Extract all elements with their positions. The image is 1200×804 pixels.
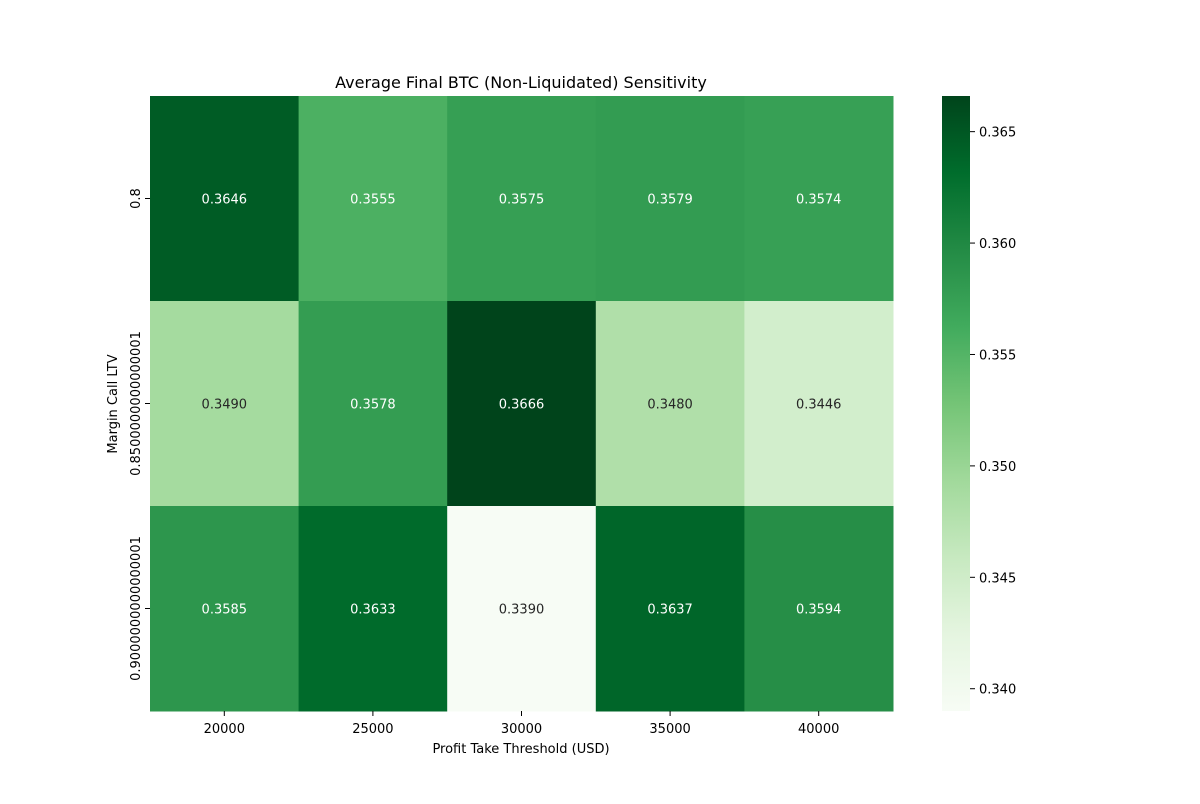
- heatmap-cell: [447, 301, 597, 507]
- heatmap-cell: [595, 96, 745, 302]
- cell-value-label: 0.3637: [647, 603, 693, 618]
- colorbar: 0.340 0.345 0.350 0.355 0.360 0.365: [942, 96, 1016, 711]
- colorbar-tick-label: 0.365: [979, 126, 1016, 141]
- heatmap-cell: [744, 506, 894, 712]
- colorbar-tick-label: 0.345: [979, 571, 1016, 586]
- cell-value-label: 0.3579: [647, 193, 693, 208]
- heatmap-cells: [150, 96, 894, 712]
- cell-value-label: 0.3633: [350, 603, 396, 618]
- cell-value-label: 0.3574: [796, 193, 842, 208]
- heatmap-cell: [150, 96, 300, 302]
- cell-value-labels: 0.3646 0.3555 0.3575 0.3579 0.3574 0.3490 0.35…: [202, 193, 842, 618]
- colorbar-tick-label: 0.360: [979, 237, 1016, 252]
- heatmap-cell: [447, 506, 597, 712]
- cell-value-label: 0.3646: [202, 193, 248, 208]
- y-axis-label: Margin Call LTV: [106, 354, 121, 453]
- cell-value-label: 0.3575: [499, 193, 545, 208]
- colorbar-tick-label: 0.355: [979, 348, 1016, 363]
- x-axis: 20000 25000 30000 35000 40000: [204, 711, 839, 737]
- colorbar-tick-label: 0.350: [979, 460, 1016, 475]
- cell-value-label: 0.3585: [202, 603, 248, 618]
- cell-value-label: 0.3446: [796, 398, 842, 413]
- heatmap-cell: [744, 96, 894, 302]
- cell-value-label: 0.3666: [499, 398, 545, 413]
- heatmap-cell: [298, 301, 448, 507]
- y-tick-label: 0.8500000000000001: [129, 331, 144, 476]
- heatmap-cell: [298, 506, 448, 712]
- colorbar-tick-label: 0.340: [979, 683, 1016, 698]
- x-axis-label: Profit Take Threshold (USD): [432, 742, 609, 757]
- x-tick-label: 20000: [204, 722, 245, 737]
- chart-title: Average Final BTC (Non-Liquidated) Sensi…: [335, 73, 707, 92]
- x-tick-label: 25000: [352, 722, 393, 737]
- heatmap-cell: [595, 301, 745, 507]
- y-axis: 0.8 0.8500000000000001 0.9000000000000001: [129, 188, 150, 681]
- heatmap-cell: [447, 96, 597, 302]
- cell-value-label: 0.3490: [202, 398, 248, 413]
- x-tick-label: 30000: [501, 722, 542, 737]
- y-tick-label: 0.9000000000000001: [129, 536, 144, 681]
- x-tick-label: 35000: [649, 722, 690, 737]
- y-tick-label: 0.8: [129, 188, 144, 209]
- cell-value-label: 0.3480: [647, 398, 693, 413]
- heatmap-cell: [595, 506, 745, 712]
- cell-value-label: 0.3578: [350, 398, 396, 413]
- x-tick-label: 40000: [798, 722, 839, 737]
- cell-value-label: 0.3594: [796, 603, 842, 618]
- heatmap-cell: [150, 301, 300, 507]
- heatmap-cell: [744, 301, 894, 507]
- heatmap-cell: [150, 506, 300, 712]
- cell-value-label: 0.3555: [350, 193, 396, 208]
- heatmap-cell: [298, 96, 448, 302]
- colorbar-gradient: [942, 96, 970, 711]
- cell-value-label: 0.3390: [499, 603, 545, 618]
